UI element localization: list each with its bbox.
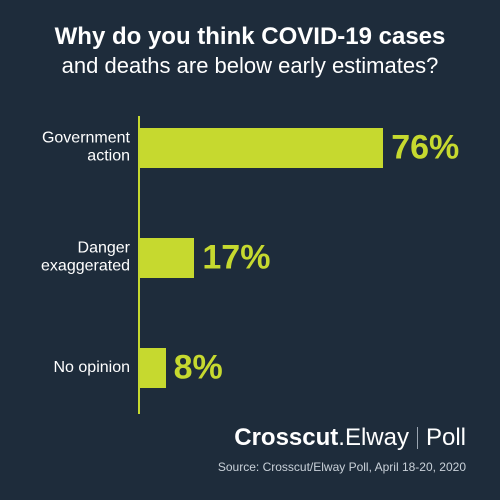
bar-row: No opinion 8% xyxy=(30,340,470,396)
brand-part: .Elway xyxy=(338,424,409,451)
bar-row: Danger exaggerated 17% xyxy=(30,230,470,286)
brand-text: Crosscut.Elway xyxy=(234,424,409,452)
category-label-line: action xyxy=(87,148,130,165)
bar-row: Government action 76% xyxy=(30,120,470,176)
brand-part: Crosscut xyxy=(234,424,338,451)
bar-chart: Government action 76% Danger exaggerated… xyxy=(30,120,470,410)
category-label-line: No opinion xyxy=(54,359,131,376)
chart-title: Why do you think COVID-19 cases and deat… xyxy=(30,22,470,80)
poll-infographic: Why do you think COVID-19 cases and deat… xyxy=(0,0,500,500)
category-label: Government action xyxy=(30,130,130,167)
category-label-line: Danger xyxy=(78,240,130,257)
brand-separator xyxy=(417,427,418,449)
value-label: 17% xyxy=(202,239,270,278)
category-label-line: Government xyxy=(42,130,130,147)
brand-part: Poll xyxy=(426,424,466,452)
category-label-line: exaggerated xyxy=(41,258,130,275)
brand-logo: Crosscut.Elway Poll xyxy=(234,424,466,452)
value-label: 8% xyxy=(174,349,223,388)
bar xyxy=(140,238,194,278)
source-attribution: Source: Crosscut/Elway Poll, April 18-20… xyxy=(218,460,466,474)
value-label: 76% xyxy=(391,129,459,168)
title-line-2: and deaths are below early estimates? xyxy=(62,53,439,78)
bar xyxy=(140,128,383,168)
bar xyxy=(140,348,166,388)
category-label: Danger exaggerated xyxy=(30,240,130,277)
title-line-1: Why do you think COVID-19 cases xyxy=(55,23,446,50)
category-label: No opinion xyxy=(30,359,130,377)
